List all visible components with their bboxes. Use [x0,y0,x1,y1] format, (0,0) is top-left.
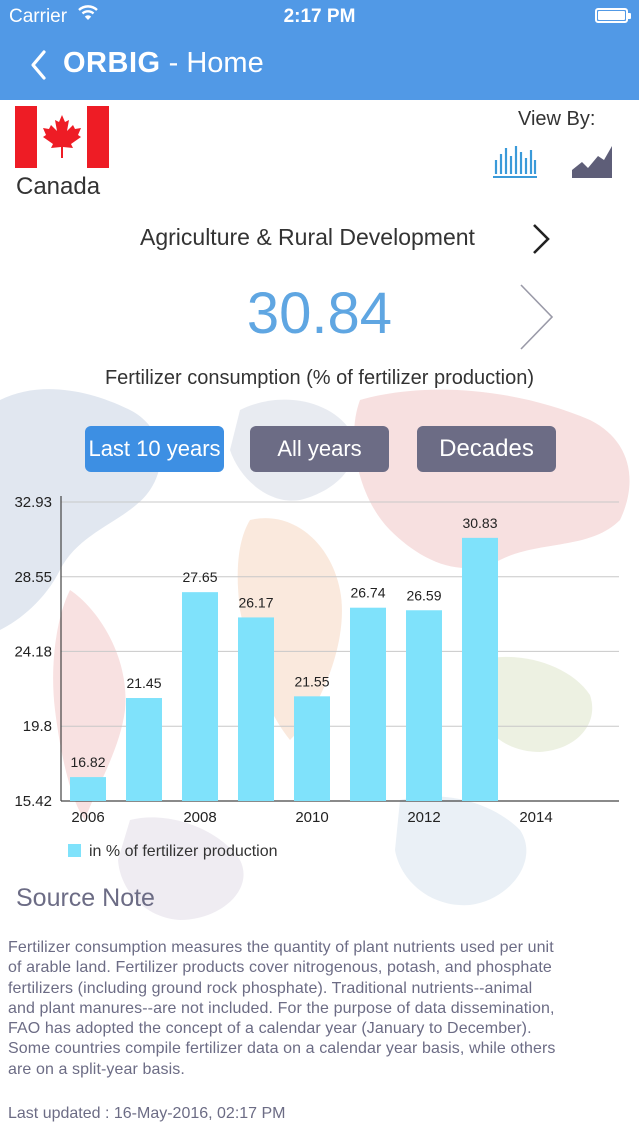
battery-icon [595,8,631,23]
wifi-icon [78,5,98,20]
bar-chart-view-icon[interactable] [492,142,538,180]
last-updated: Last updated : 16-May-2016, 02:17 PM [8,1105,286,1122]
data-label: 21.55 [294,673,329,689]
data-label: 26.74 [350,585,385,601]
bar [462,537,498,801]
legend-label: in % of fertilizer production [89,843,278,860]
x-tick-label: 2008 [183,809,216,826]
data-label: 26.59 [406,587,441,603]
carrier-label: Carrier [9,6,68,27]
y-tick-label: 28.55 [14,569,52,586]
y-tick-label: 19.8 [23,718,52,735]
bar [238,617,274,801]
source-line: fertilizers (including ground rock phosp… [8,979,533,997]
nav-title-page: - Home [160,47,264,79]
source-line: and plant manures--are not included. For… [8,999,555,1017]
back-chevron-icon[interactable] [26,48,54,82]
source-line: of arable land. Fertilizer products cove… [8,959,552,977]
y-tick-label: 24.18 [14,643,52,660]
indicator-value: 30.84 [246,281,393,346]
bar [294,696,330,801]
source-line: Some countries compile fertilizer data o… [8,1040,556,1058]
source-line: FAO has adopted the concept of a calenda… [8,1020,532,1038]
last-10-years-button[interactable]: Last 10 years [85,426,224,472]
nav-bar: ORBIG - Home [0,34,639,100]
source-line: are on a split-year basis. [8,1060,185,1078]
source-line: Fertilizer consumption measures the quan… [8,939,554,956]
data-label: 26.17 [238,594,273,610]
country-name: Canada [16,173,101,200]
bar-chart: 32.93 28.55 24.18 19.8 15.42 16.82 21.45 27.65 2… [14,494,619,860]
x-tick-label: 2006 [71,809,104,826]
nav-title: ORBIG - Home [63,47,264,80]
area-chart-view-icon[interactable] [570,142,614,180]
y-tick-label: 32.93 [14,494,52,511]
all-years-button[interactable]: All years [250,426,389,472]
canada-flag-icon [15,106,109,168]
bar [406,610,442,801]
x-tick-label: 2012 [407,809,440,826]
nav-title-brand: ORBIG [63,47,161,79]
next-indicator-chevron-icon[interactable] [518,282,556,352]
source-note-text: Fertilizer consumption measures the quan… [8,938,632,1080]
legend-swatch [68,844,81,857]
x-tick-label: 2014 [519,809,552,826]
decades-button[interactable]: Decades [417,426,556,472]
data-label: 21.45 [126,675,161,691]
bar [350,607,386,801]
view-by-label: View By: [518,108,596,130]
data-label: 27.65 [182,569,217,585]
status-bar: Carrier 2:17 PM [0,0,639,34]
source-note-title: Source Note [16,884,155,912]
y-tick-label: 15.42 [14,793,52,810]
data-label: 16.82 [70,754,105,770]
bar [182,592,218,801]
indicator-name: Fertilizer consumption (% of fertilizer … [104,367,535,389]
status-time: 2:17 PM [283,6,356,27]
data-label: 30.83 [462,515,497,531]
category-label[interactable]: Agriculture & Rural Development [140,224,475,250]
x-tick-label: 2010 [295,809,328,826]
bar [70,777,106,801]
category-chevron-icon[interactable] [530,222,552,256]
bar [126,698,162,801]
